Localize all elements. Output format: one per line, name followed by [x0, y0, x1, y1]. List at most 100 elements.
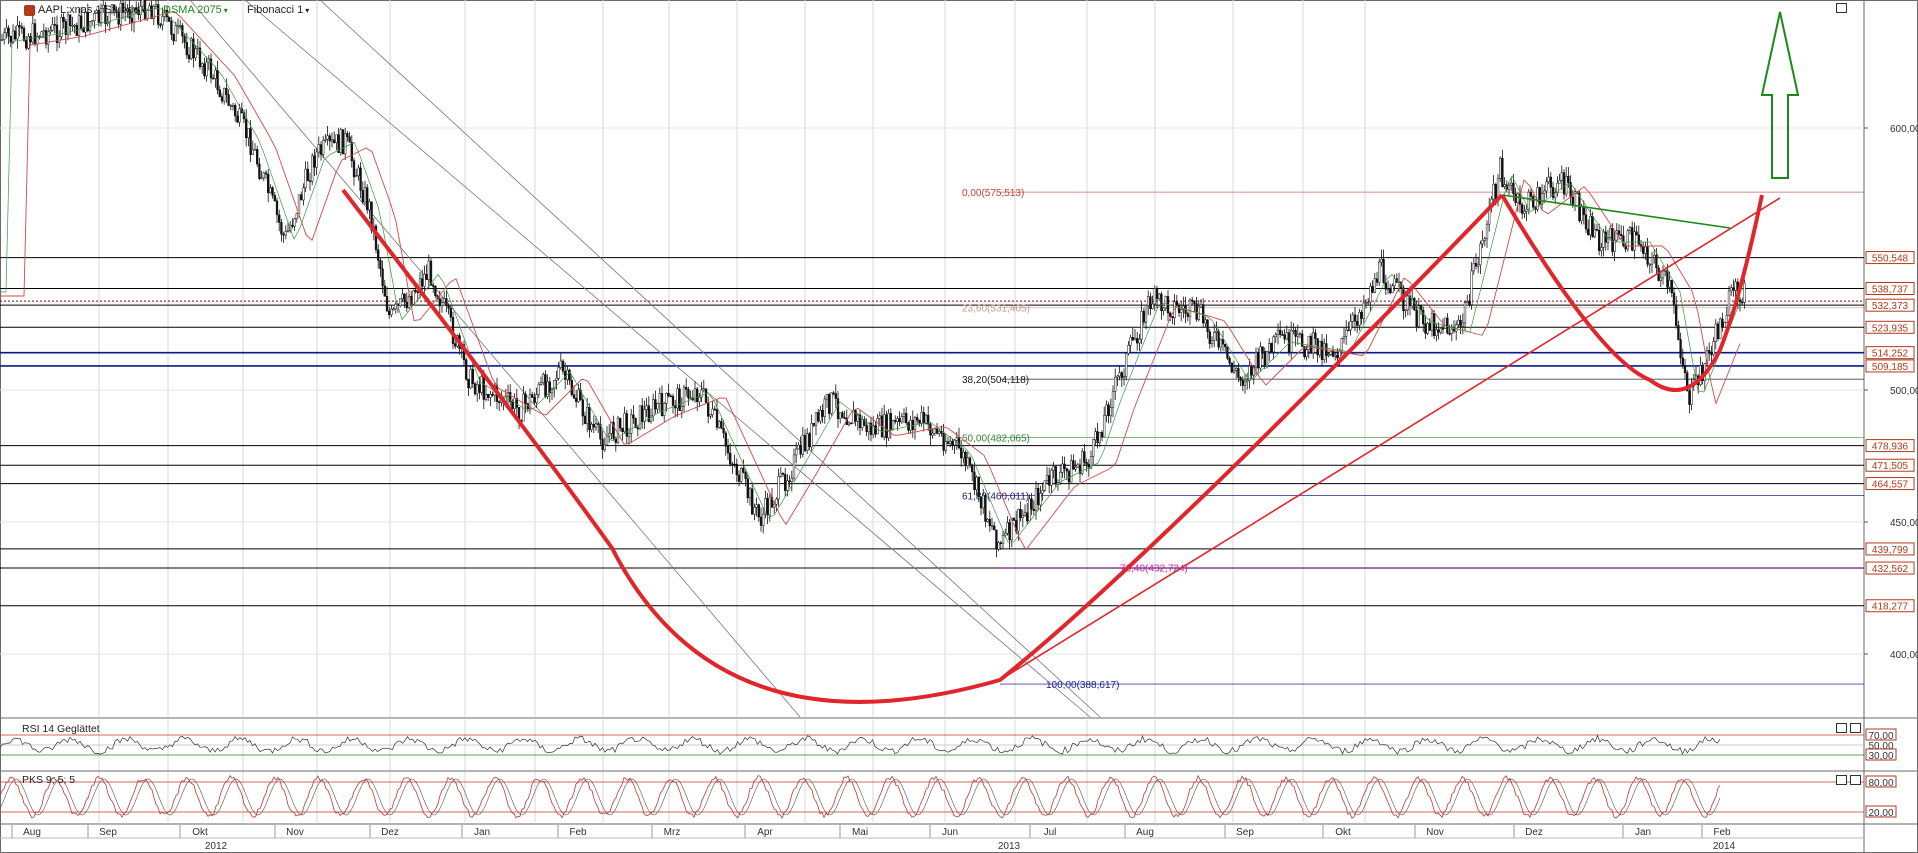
resistance-trendline[interactable]: [1501, 194, 1731, 229]
candle-body: [5, 27, 8, 33]
candle-body: [328, 135, 331, 142]
candle-body: [403, 293, 406, 303]
candle-body: [713, 408, 716, 411]
candle-body: [1215, 330, 1218, 333]
candle-body: [1369, 286, 1372, 303]
candle-body: [1422, 309, 1425, 325]
maximize-main-panel-button[interactable]: [1836, 3, 1847, 13]
candle-body: [1606, 237, 1610, 243]
candle-body: [1452, 328, 1456, 332]
candle-body: [7, 27, 10, 37]
candle-body: [273, 195, 276, 202]
candle-body: [957, 437, 961, 449]
trend-line-thin[interactable]: [319, 0, 1101, 718]
candle-body: [823, 398, 826, 417]
candle-body: [1384, 282, 1387, 290]
price-tag: 514,252: [1865, 346, 1915, 360]
candle-body: [808, 433, 811, 448]
candle-body: [1045, 475, 1049, 482]
candle-body: [1356, 321, 1359, 326]
candle-body: [801, 434, 804, 455]
candle-body: [1265, 351, 1269, 368]
candle-body: [1494, 184, 1497, 201]
pks-title: PKS 9; 5; 5: [22, 774, 75, 786]
candle-body: [1646, 246, 1649, 265]
trend-line-thin[interactable]: [244, 0, 1091, 718]
candle-body: [931, 432, 934, 436]
candle-body: [1470, 270, 1473, 305]
candle-body: [124, 10, 127, 13]
candle-body: [1116, 375, 1119, 378]
candle-body: [1725, 315, 1728, 323]
candle-body: [1010, 518, 1013, 541]
candle-body: [238, 108, 241, 123]
candle-body: [335, 134, 338, 143]
rsi-level-tag: 50,00: [1868, 741, 1893, 752]
candle-body: [161, 16, 164, 26]
maximize-rsi-panel-button[interactable]: [1836, 723, 1847, 733]
candle-body: [1433, 313, 1436, 336]
candle-body: [11, 30, 15, 43]
candle-body: [352, 160, 356, 178]
trend-line-thin[interactable]: [189, 0, 801, 718]
candle-body: [1510, 182, 1513, 186]
pks-level-box: [1865, 805, 1897, 818]
candle-body: [192, 38, 195, 59]
price-tag-box: [1865, 359, 1915, 373]
candle-body: [1120, 372, 1123, 379]
candle-body: [110, 4, 114, 13]
candle-body: [775, 498, 778, 505]
candle-body: [304, 168, 307, 189]
price-tag: 550,548: [1865, 251, 1915, 265]
candle-body: [1210, 339, 1214, 344]
candle-body: [1584, 214, 1588, 230]
candle-body: [1094, 431, 1097, 441]
candle-body: [113, 4, 116, 11]
candle-body: [1666, 270, 1669, 288]
candle-body: [561, 360, 565, 372]
candle-body: [249, 128, 252, 155]
candle-body: [416, 291, 419, 294]
candle-body: [847, 422, 851, 426]
candle-body: [1551, 187, 1555, 198]
close-rsi-panel-button[interactable]: [1850, 723, 1861, 733]
candle-body: [927, 414, 930, 425]
candle-body: [392, 308, 395, 311]
candle-body: [1301, 333, 1304, 347]
candle-body: [1052, 466, 1055, 471]
candle-body: [1103, 415, 1106, 438]
candle-body: [245, 118, 248, 139]
cup-drawing[interactable]: [341, 188, 1504, 704]
handle-drawing[interactable]: [1500, 193, 1764, 392]
candle-body: [1648, 263, 1651, 266]
candle-body: [383, 285, 386, 297]
candle-body: [1653, 254, 1656, 258]
candle-body: [511, 401, 514, 409]
candle-body: [612, 421, 615, 440]
symbol-label: AAPL:xnas 1 Stunde: [38, 4, 140, 16]
candle-body: [484, 393, 488, 400]
price-tag: 439,799: [1865, 542, 1915, 556]
indicator-dsma-selector[interactable]: DSMA 20 75 ▾: [163, 2, 228, 18]
indicator-fibonacci-selector[interactable]: Fibonacci 1 ▾: [247, 2, 309, 18]
candle-body: [366, 187, 369, 211]
candle-body: [311, 155, 314, 182]
support-trendline[interactable]: [999, 197, 1781, 681]
candle-body: [658, 393, 661, 404]
symbol-selector[interactable]: AAPL:xnas 1 Stunde ▾: [24, 2, 146, 18]
candle-body: [515, 397, 518, 408]
candle-body: [599, 424, 602, 440]
candle-body: [1039, 493, 1042, 506]
candle-body: [1360, 311, 1363, 319]
fibonacci-label: 61,80(460,011): [962, 492, 1029, 503]
candle-body: [1540, 193, 1544, 205]
candle-body: [1072, 460, 1075, 470]
horizontal-levels: [0, 257, 1864, 607]
maximize-pks-panel-button[interactable]: [1836, 775, 1847, 785]
close-pks-panel-button[interactable]: [1850, 775, 1861, 785]
candle-body: [832, 392, 835, 395]
month-label: Dez: [381, 827, 399, 838]
candle-body: [1221, 338, 1225, 345]
candle-body: [542, 374, 545, 383]
